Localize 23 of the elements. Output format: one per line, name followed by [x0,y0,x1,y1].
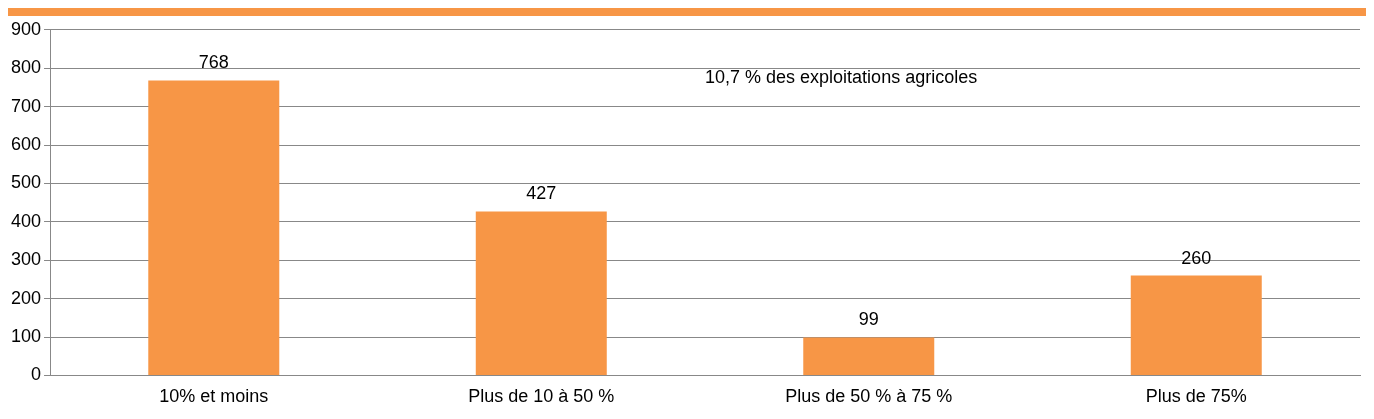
bar [148,80,280,375]
annotation: 10,7 % des exploitations agricoles [705,67,978,88]
data-label: 768 [198,52,229,73]
y-tick-label: 100 [10,325,42,346]
y-tick-label: 900 [10,18,42,39]
y-tick-label: 700 [10,95,42,116]
y-tick-label: 400 [10,210,42,231]
x-tick-label: Plus de 50 % à 75 % [785,386,953,407]
y-tick-label: 0 [31,364,42,385]
bar [1130,275,1262,375]
data-label: 427 [526,183,557,204]
bar [803,337,935,375]
y-tick-label: 500 [10,172,42,193]
data-label: 99 [858,309,879,330]
y-tick-label: 600 [10,133,42,154]
bar [475,211,607,375]
y-tick-label: 200 [10,287,42,308]
data-label: 260 [1181,247,1212,268]
x-tick-label: Plus de 75% [1145,386,1247,407]
x-tick-label: 10% et moins [159,386,269,407]
y-tick-label: 800 [10,57,42,78]
y-tick-label: 300 [10,249,42,270]
x-tick-label: Plus de 10 à 50 % [468,386,615,407]
